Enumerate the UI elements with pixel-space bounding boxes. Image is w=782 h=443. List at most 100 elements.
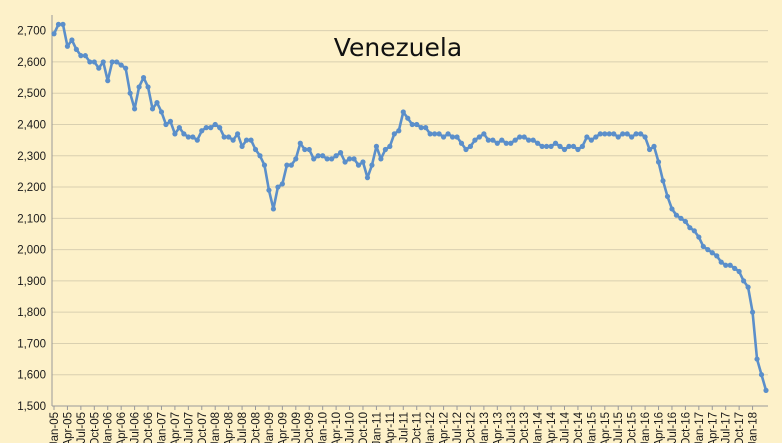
data-point xyxy=(176,125,182,131)
x-tick-label: Jan-09 xyxy=(264,412,276,443)
x-tick-label: Oct-16 xyxy=(680,412,692,443)
chart-title: Venezuela xyxy=(334,33,462,62)
x-tick-label: Jan-18 xyxy=(748,412,760,443)
data-point xyxy=(615,134,621,140)
x-tick-label: Apr-17 xyxy=(707,412,719,443)
data-point xyxy=(315,153,321,159)
data-point xyxy=(329,156,335,162)
x-tick-label: Jul-06 xyxy=(130,412,142,443)
data-point xyxy=(736,268,742,275)
x-tick-label: Oct-12 xyxy=(465,412,477,443)
data-point xyxy=(158,109,165,115)
data-point xyxy=(337,150,344,156)
data-point xyxy=(391,131,397,137)
x-tick-label: Jan-14 xyxy=(533,411,545,443)
data-point xyxy=(400,109,406,115)
data-point xyxy=(588,137,594,143)
data-point xyxy=(87,59,93,65)
data-point xyxy=(378,156,384,162)
x-tick-label: Oct-06 xyxy=(143,412,155,443)
data-point xyxy=(324,156,330,162)
x-tick-label: Oct-11 xyxy=(412,412,424,443)
data-point xyxy=(297,140,303,146)
x-tick-label: Jan-05 xyxy=(49,412,61,443)
y-tick-label: 2,500 xyxy=(17,88,46,100)
data-point xyxy=(673,212,680,218)
x-tick-label: Oct-08 xyxy=(251,412,263,443)
data-point xyxy=(154,99,160,106)
x-tick-label: Jul-12 xyxy=(452,412,464,443)
data-point xyxy=(436,131,442,137)
data-point xyxy=(221,134,227,140)
data-point xyxy=(709,250,715,256)
data-point xyxy=(73,46,79,53)
x-tick-label: Oct-09 xyxy=(304,412,316,443)
data-point xyxy=(293,156,299,162)
data-point xyxy=(503,140,509,146)
x-tick-label: Jul-13 xyxy=(506,412,518,443)
x-tick-label: Jul-14 xyxy=(559,411,571,443)
data-point xyxy=(167,118,174,124)
data-point xyxy=(597,131,603,137)
data-point xyxy=(432,131,438,137)
y-tick-label: 1,500 xyxy=(17,401,46,413)
data-point xyxy=(427,131,433,137)
y-tick-label: 1,600 xyxy=(17,370,46,382)
data-point xyxy=(409,121,415,128)
data-point xyxy=(449,134,456,140)
data-point xyxy=(624,131,630,137)
data-point xyxy=(741,278,747,284)
x-tick-label: Apr-06 xyxy=(116,412,128,443)
data-point xyxy=(530,137,536,143)
x-tick-label: Jul-08 xyxy=(237,412,249,443)
data-point xyxy=(642,134,648,140)
data-point xyxy=(163,121,169,128)
x-tick-label: Jul-09 xyxy=(291,412,303,443)
x-tick-label: Jul-17 xyxy=(721,412,733,443)
data-point xyxy=(521,134,527,140)
x-tick-label: Jul-05 xyxy=(76,412,88,443)
data-point xyxy=(302,146,308,153)
data-point xyxy=(230,137,236,143)
data-point xyxy=(467,143,474,149)
data-point xyxy=(472,137,478,143)
data-point xyxy=(476,134,483,140)
x-tick-label: Jan-12 xyxy=(425,412,437,443)
data-point xyxy=(252,146,259,153)
y-axis: 1,500 1,600 1,700 1,800 1,900 2,000 2,100 2,200… xyxy=(17,15,53,413)
data-point xyxy=(682,218,689,225)
data-point xyxy=(373,143,380,149)
data-point xyxy=(239,143,245,149)
data-point xyxy=(306,146,312,153)
y-tick-label: 1,800 xyxy=(17,307,46,319)
series-line xyxy=(52,23,768,391)
data-point xyxy=(100,59,106,65)
x-tick-label: Apr-07 xyxy=(170,412,182,443)
data-point xyxy=(423,125,429,131)
x-tick-label: Jan-16 xyxy=(640,412,652,443)
data-point xyxy=(355,162,362,168)
data-point xyxy=(311,156,317,162)
y-tick-label: 2,300 xyxy=(17,151,46,163)
data-point xyxy=(566,143,572,149)
data-point xyxy=(754,356,760,362)
data-point xyxy=(678,215,684,221)
data-point xyxy=(114,59,120,65)
x-tick-label: Jan-13 xyxy=(479,412,491,443)
data-point xyxy=(346,156,353,162)
data-point xyxy=(387,143,393,149)
data-point xyxy=(51,31,57,37)
x-tick-label: Jan-06 xyxy=(103,412,115,443)
y-tick-label: 2,000 xyxy=(17,245,46,257)
data-point xyxy=(69,37,75,43)
data-point xyxy=(543,143,550,149)
data-point xyxy=(718,259,724,265)
data-point xyxy=(140,74,147,81)
data-point xyxy=(714,253,720,259)
data-point xyxy=(508,140,514,146)
y-tick-label: 2,100 xyxy=(17,213,46,225)
x-tick-label: Apr-09 xyxy=(277,412,289,443)
data-point xyxy=(691,228,697,234)
data-point xyxy=(185,134,191,140)
